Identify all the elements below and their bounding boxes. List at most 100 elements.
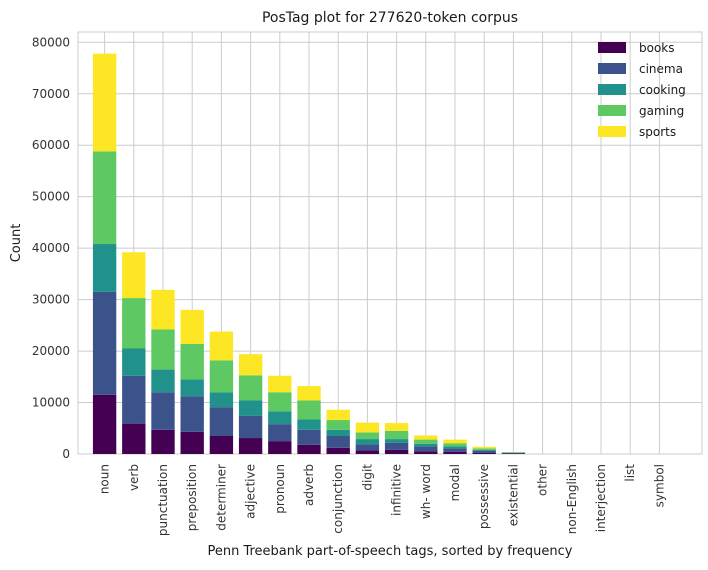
bar-segment-gaming	[181, 344, 204, 380]
bar-segment-sports	[181, 310, 204, 344]
bar-segment-cinema	[268, 424, 291, 441]
legend-label-books: books	[639, 41, 675, 55]
bar-segment-cooking	[210, 392, 233, 407]
bar-segment-sports	[443, 440, 466, 444]
bar-segment-gaming	[443, 443, 466, 446]
y-tick-label: 10000	[32, 396, 70, 410]
bar-segment-sports	[297, 386, 320, 400]
x-tick-label: adverb	[302, 464, 316, 506]
bar-segment-gaming	[473, 448, 496, 450]
bar-segment-cooking	[122, 349, 145, 376]
bar-segment-cooking	[151, 370, 174, 393]
bar-segment-gaming	[502, 452, 525, 453]
bar-segment-cinema	[297, 430, 320, 445]
x-tick-label: existential	[506, 464, 520, 526]
x-axis-label: Penn Treebank part-of-speech tags, sorte…	[207, 544, 572, 559]
bar-segment-sports	[93, 54, 116, 152]
x-tick-label: list	[623, 464, 637, 482]
bar-segment-cooking	[327, 430, 350, 436]
y-tick-label: 40000	[32, 241, 70, 255]
x-tick-label: infinitive	[390, 464, 404, 516]
bar-segment-cooking	[385, 439, 408, 443]
bar-segment-cooking	[239, 400, 262, 415]
x-tick-label: non-English	[565, 464, 579, 534]
x-tick-label: wh- word	[419, 464, 433, 519]
bar-segment-cooking	[268, 411, 291, 424]
bar-segment-sports	[327, 410, 350, 420]
x-tick-label: verb	[127, 464, 141, 491]
chart-title: PosTag plot for 277620-token corpus	[262, 10, 518, 26]
legend-label-gaming: gaming	[639, 104, 684, 118]
bar-segment-cinema	[93, 292, 116, 395]
bar-segment-books	[327, 448, 350, 454]
y-tick-label: 50000	[32, 190, 70, 204]
bar-segment-cinema	[356, 444, 379, 450]
bar-segment-cooking	[443, 446, 466, 448]
bar-segment-books	[239, 438, 262, 454]
bar-segment-cinema	[239, 416, 262, 438]
y-tick-label: 20000	[32, 344, 70, 358]
bar-segment-cooking	[297, 420, 320, 430]
y-tick-label: 30000	[32, 293, 70, 307]
bar-segment-books	[210, 436, 233, 454]
bar-segment-cinema	[414, 446, 437, 451]
bar-segment-sports	[268, 376, 291, 392]
legend-swatch-books	[598, 42, 626, 53]
bar-segment-cinema	[473, 451, 496, 453]
x-tick-label: pronoun	[273, 464, 287, 514]
bar-segment-gaming	[122, 298, 145, 348]
bar-segment-books	[385, 450, 408, 454]
x-tick-label: determiner	[214, 464, 228, 531]
bar-segment-sports	[151, 290, 174, 330]
legend-swatch-cinema	[598, 63, 626, 74]
legend-swatch-cooking	[598, 84, 626, 95]
bar-segment-gaming	[93, 151, 116, 244]
y-axis-label: Count	[9, 224, 24, 263]
bar-segment-sports	[239, 354, 262, 375]
bar-segment-gaming	[210, 360, 233, 392]
x-tick-label: adjective	[244, 464, 258, 519]
bar-segment-sports	[414, 435, 437, 439]
bar-segment-cooking	[414, 444, 437, 447]
x-tick-label: possessive	[477, 464, 491, 529]
y-tick-labels: 0100002000030000400005000060000700008000…	[32, 35, 70, 461]
y-tick-label: 0	[62, 447, 70, 461]
bar-segment-sports	[122, 252, 145, 298]
bar-segment-gaming	[327, 420, 350, 430]
bar-segment-cinema	[122, 376, 145, 424]
bar-segment-books	[268, 441, 291, 454]
bar-segment-gaming	[297, 400, 320, 419]
bar-segment-sports	[385, 423, 408, 431]
bar-segment-gaming	[414, 440, 437, 444]
bar-segment-cooking	[473, 450, 496, 451]
bar-segment-gaming	[268, 392, 291, 411]
bar-segment-gaming	[151, 329, 174, 369]
bar-segment-cinema	[181, 396, 204, 432]
bar-segment-books	[181, 432, 204, 454]
legend-swatch-gaming	[598, 105, 626, 116]
bar-segment-gaming	[385, 431, 408, 439]
y-tick-label: 70000	[32, 87, 70, 101]
bar-segment-cinema	[443, 448, 466, 452]
bar-segment-cooking	[356, 439, 379, 444]
y-tick-label: 80000	[32, 35, 70, 49]
x-tick-label: conjunction	[331, 464, 345, 534]
bar-segment-cinema	[327, 436, 350, 448]
legend-label-cinema: cinema	[639, 62, 683, 76]
x-tick-label: interjection	[594, 464, 608, 532]
x-tick-label: other	[536, 464, 550, 496]
bar-segment-cinema	[385, 443, 408, 450]
bar-segment-sports	[473, 447, 496, 449]
legend-label-sports: sports	[639, 125, 676, 139]
legend-label-cooking: cooking	[639, 83, 686, 97]
bar-segment-books	[443, 452, 466, 454]
x-tick-label: symbol	[652, 464, 666, 507]
x-tick-label: punctuation	[156, 464, 170, 536]
x-tick-label: noun	[98, 464, 112, 494]
bar-segment-books	[122, 424, 145, 454]
bar-segment-sports	[356, 423, 379, 433]
bar-segment-books	[297, 445, 320, 454]
bar-segment-cinema	[210, 407, 233, 436]
